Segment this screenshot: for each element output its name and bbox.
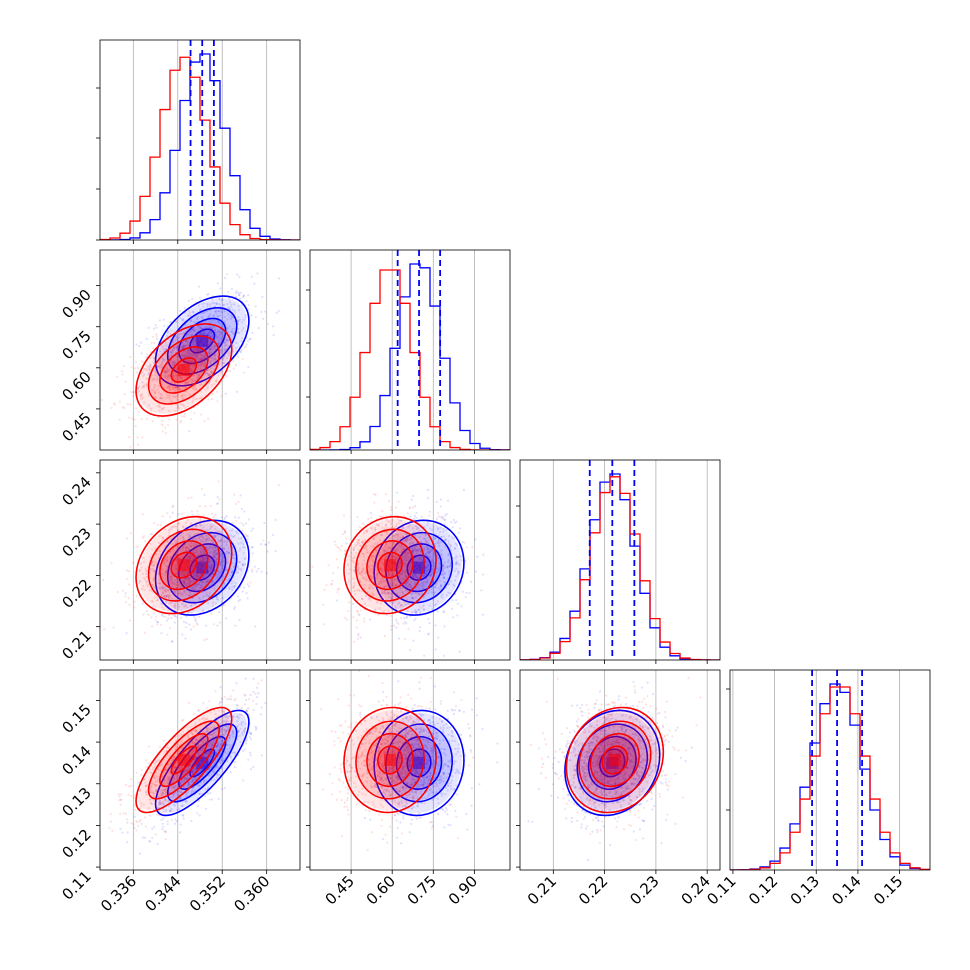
grid	[350, 250, 475, 450]
panel-frame	[99, 459, 301, 661]
x-tick-label: 0.12	[745, 872, 781, 908]
histogram-series-1	[730, 686, 930, 870]
y-tick-label: 0.13	[58, 784, 94, 820]
contours-series-1	[135, 515, 233, 615]
x-tick-label: 0.11	[703, 872, 739, 908]
y-tick-label: 0.21	[58, 627, 94, 663]
grid	[732, 670, 900, 870]
grid	[552, 670, 708, 870]
x-tick-label: 0.21	[524, 872, 560, 908]
contours-series-1	[135, 706, 233, 814]
panel-frame	[99, 669, 301, 871]
x-tick-label: 0.23	[626, 872, 662, 908]
panel-3-1: 0.45 0.60 0.75 0.90	[306, 669, 511, 908]
y-tick-label: 0.14	[58, 742, 94, 778]
y-tick-label: 0.24	[58, 473, 94, 509]
histogram-series-1	[100, 56, 300, 240]
contours-series-1	[343, 706, 437, 814]
x-tick-label: 0.45	[322, 872, 358, 908]
panel-frame	[309, 669, 511, 871]
histogram-series-1	[520, 476, 720, 660]
panel-1-0: 0.45 0.60 0.75 0.90	[58, 249, 301, 454]
panel-2-0: 0.21 0.22 0.23 0.24	[58, 459, 301, 664]
x-tick-label: 0.13	[787, 872, 823, 908]
y-tick-label: 0.15	[58, 701, 94, 737]
y-tick-label: 0.22	[58, 575, 94, 611]
x-tick-label: 0.75	[404, 872, 440, 908]
contours-series-1	[565, 706, 665, 814]
histogram-series-0	[310, 263, 510, 450]
panel-frame	[519, 669, 721, 871]
panel-frame	[99, 39, 301, 241]
x-tick-label: 0.14	[828, 872, 864, 908]
panel-3-3: 0.11 0.12 0.13 0.14 0.15	[703, 669, 931, 908]
grid	[132, 250, 268, 450]
y-tick-label: 0.23	[58, 524, 94, 560]
x-tick-label: 0.90	[445, 872, 481, 908]
histogram-series-0	[100, 53, 300, 240]
panel-3-0: 0.336 0.344 0.352 0.360 0.11 0.12 0.13 0.14 0.15	[58, 669, 301, 915]
y-tick-label: 0.75	[58, 327, 94, 363]
panel-frame	[519, 459, 721, 661]
panel-frame	[309, 249, 511, 451]
panel-3-2: 0.21 0.22 0.23 0.24	[516, 669, 721, 908]
y-tick-label: 0.12	[58, 826, 94, 862]
panel-frame	[729, 669, 931, 871]
grid	[132, 670, 268, 870]
grid	[350, 670, 475, 870]
x-tick-label: 0.15	[870, 872, 906, 908]
panel-2-1	[306, 459, 511, 664]
x-tick-label: 0.352	[186, 872, 229, 915]
x-tick-label: 0.22	[575, 872, 611, 908]
grid	[552, 460, 708, 660]
x-tick-label: 0.360	[230, 872, 273, 915]
panel-1-1	[309, 249, 511, 454]
y-tick-label: 0.90	[58, 286, 94, 322]
y-tick-label: 0.11	[58, 867, 94, 903]
y-tick-label: 0.45	[58, 409, 94, 445]
grid	[132, 40, 268, 240]
grid	[132, 460, 268, 660]
x-tick-label: 0.60	[363, 872, 399, 908]
x-tick-label: 0.336	[97, 872, 140, 915]
grid	[350, 460, 475, 660]
y-tick-label: 0.60	[58, 368, 94, 404]
panel-2-2	[519, 459, 721, 664]
panel-frame	[309, 459, 511, 661]
contours-series-1	[135, 323, 233, 417]
x-tick-label: 0.344	[142, 872, 185, 915]
contours-series-1	[343, 515, 437, 615]
histogram-series-0	[520, 473, 720, 660]
panel-0-0	[99, 39, 301, 244]
panel-frame	[99, 249, 301, 451]
